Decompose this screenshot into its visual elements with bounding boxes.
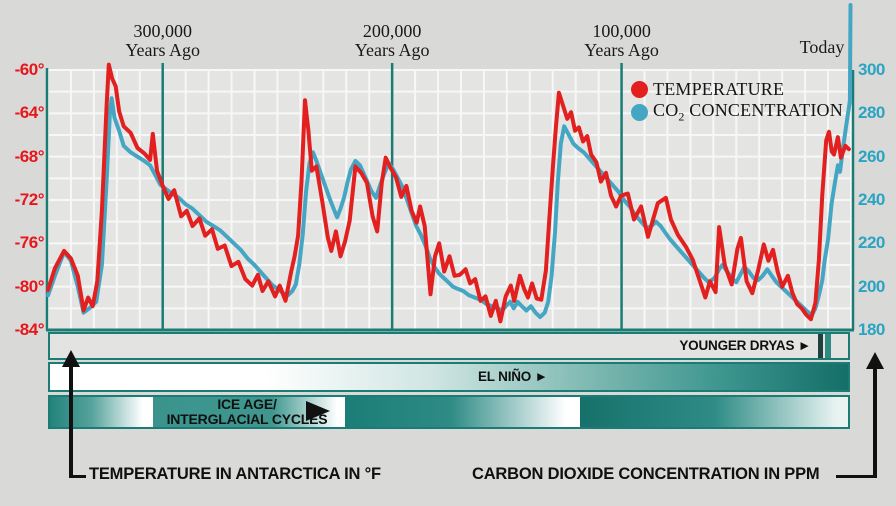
up-arrow-icon-left — [62, 350, 80, 367]
co2-dot-icon — [631, 104, 648, 121]
time-tick-label: 100,000 Years Ago — [584, 21, 659, 60]
co2-tick-label: 220 — [858, 233, 885, 253]
legend: TEMPERATURE CO2 CONCENTRATION — [631, 78, 843, 124]
temperature-dot-icon — [631, 81, 648, 98]
co2-tick-label: 180 — [858, 320, 885, 339]
younger-dryas-event-mark-teal — [825, 334, 831, 358]
younger-dryas-bar: YOUNGER DRYAS ► — [48, 332, 850, 360]
temperature-axis-title: TEMPERATURE IN ANTARCTICA IN °F — [89, 465, 381, 483]
temperature-tick-label: -80° — [14, 276, 45, 296]
el-nino-label: EL NIÑO ► — [478, 369, 548, 384]
up-arrow-icon-right — [866, 352, 884, 369]
legend-temperature-label: TEMPERATURE — [653, 79, 785, 99]
time-tick-label: Today — [799, 37, 845, 57]
co2-tick-label: 240 — [858, 190, 885, 209]
legend-item-co2: CO2 CONCENTRATION — [631, 100, 843, 124]
glacial-cycle-segment — [50, 397, 153, 427]
younger-dryas-label: YOUNGER DRYAS ► — [679, 338, 811, 353]
temperature-tick-label: -60° — [14, 60, 45, 79]
co2-tick-label: 300 — [858, 60, 885, 79]
temperature-tick-label: -64° — [14, 103, 45, 123]
el-nino-bar: EL NIÑO ► — [48, 362, 850, 392]
left-connector-line — [71, 475, 86, 478]
ice-age-cycles-label: ICE AGE/ INTERGLACIAL CYCLES — [166, 396, 328, 427]
co2-tick-label: 280 — [858, 103, 885, 123]
glacial-cycle-segment — [345, 397, 580, 427]
ice-age-arrow-icon — [306, 401, 330, 421]
up-arrow-shaft-left — [69, 366, 73, 478]
legend-co2-label: CO2 CONCENTRATION — [653, 100, 843, 124]
up-arrow-shaft-right — [873, 368, 877, 478]
time-tick-label: 200,000 Years Ago — [354, 21, 430, 60]
co2-tick-label: 200 — [858, 276, 885, 296]
right-connector-line — [836, 475, 875, 478]
temperature-tick-label: -76° — [14, 233, 45, 253]
legend-item-temperature: TEMPERATURE — [631, 78, 843, 101]
glacial-cycle-segment — [580, 397, 848, 427]
temperature-tick-label: -84° — [14, 320, 45, 339]
temperature-tick-label: -72° — [14, 190, 45, 209]
temperature-tick-label: -68° — [14, 146, 45, 166]
temperature-line — [46, 62, 851, 324]
time-tick-label: 300,000 Years Ago — [125, 21, 201, 60]
younger-dryas-event-mark — [818, 334, 823, 358]
co2-tick-label: 260 — [858, 146, 885, 166]
co2-axis-title: CARBON DIOXIDE CONCENTRATION IN PPM — [472, 465, 820, 483]
